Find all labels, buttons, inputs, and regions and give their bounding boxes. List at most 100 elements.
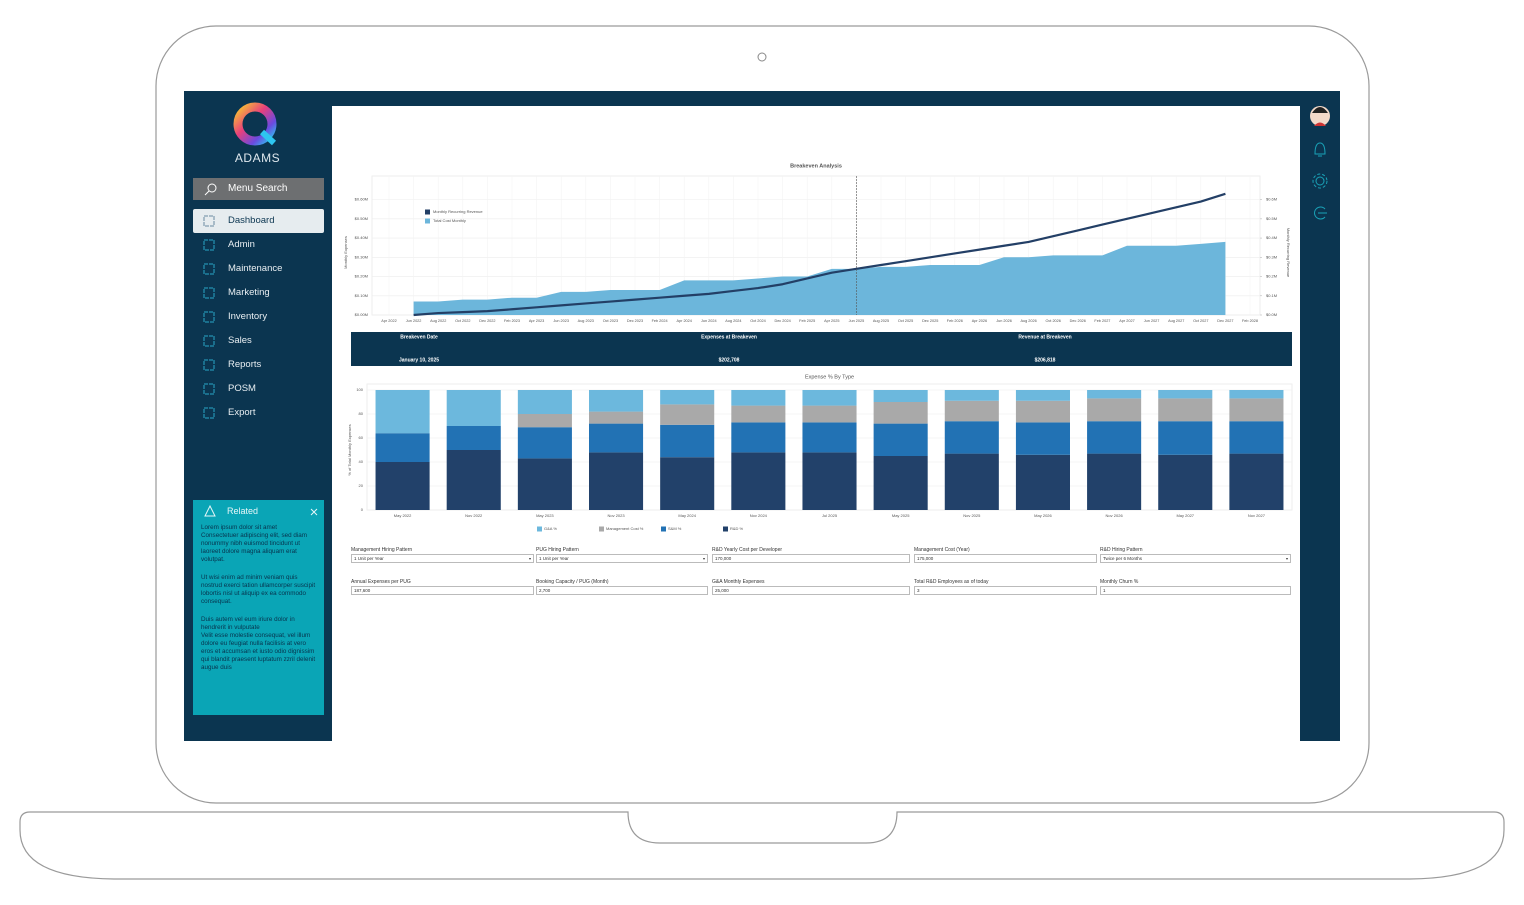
bar-segment (589, 411, 644, 424)
bar-segment (873, 402, 928, 424)
x-tick-label: Oct 2022 (455, 319, 470, 323)
summary-value: $206,818 (1035, 357, 1056, 363)
field-value: 175,000 (917, 556, 934, 561)
menu-item[interactable]: Inventory (193, 305, 324, 329)
x-tick-label: Dec 2025 (922, 319, 938, 323)
right-toolbar (1310, 106, 1330, 220)
related-paragraph: Velit esse molestie consequat, vel illum… (201, 632, 316, 671)
select-input[interactable]: 1 Unit per Year ▾ (351, 554, 534, 563)
bar-segment (660, 457, 715, 510)
related-paragraph: Ut wisi enim ad minim veniam quis nostru… (201, 574, 316, 605)
x-tick-label: Dec 2026 (1070, 319, 1086, 323)
y-tick-label: 60 (359, 435, 364, 440)
x-tick-label: Apr 2026 (972, 319, 987, 323)
bar-segment (873, 423, 928, 456)
bar-segment (1015, 422, 1070, 455)
field-value: 25,000 (715, 588, 729, 593)
notification-icon[interactable] (1314, 142, 1326, 157)
bar-segment (1158, 390, 1213, 399)
menu-item[interactable]: Marketing (193, 281, 324, 305)
bar-segment (1015, 390, 1070, 401)
legend-label: Monthly Recurring Revenue (433, 209, 483, 214)
text-input[interactable]: 1 (1100, 586, 1291, 595)
menu-item[interactable]: Maintenance (193, 257, 324, 281)
summary-value: $202,708 (719, 357, 740, 363)
legend-swatch (661, 526, 666, 532)
menu-item[interactable]: Admin (193, 233, 324, 257)
bar-segment (1087, 421, 1142, 454)
form-field: PUG Hiring Pattern 1 Unit per Year ▾ (536, 547, 708, 563)
bar-segment (517, 390, 572, 414)
select-input[interactable]: 1 Unit per Year ▾ (536, 554, 708, 563)
x-tick-label: Apr 2022 (381, 319, 396, 323)
legend-label: G&A % (544, 526, 557, 531)
close-icon[interactable] (310, 508, 318, 516)
y-tick-label: 0 (361, 507, 364, 512)
bar-segment (1087, 398, 1142, 422)
field-label: Booking Capacity / PUG (Month) (536, 579, 609, 585)
text-input[interactable]: 25,000 (712, 586, 910, 595)
bar-segment (660, 424, 715, 458)
x-tick-label: Nov 2025 (963, 513, 981, 518)
field-value: 1 Unit per Year (354, 556, 384, 561)
text-input[interactable]: 170,000 (712, 554, 910, 563)
form-field: R&D Yearly Cost per Developer 170,000 (712, 547, 910, 563)
text-input[interactable]: 175,000 (914, 554, 1097, 563)
x-tick-label: Apr 2023 (529, 319, 544, 323)
y2-tick-label: $0.2M (1266, 274, 1277, 279)
x-tick-label: Apr 2025 (824, 319, 839, 323)
bar-segment (660, 390, 715, 405)
y2-tick-label: $0.3M (1266, 254, 1277, 259)
menu-item[interactable]: Dashboard (193, 209, 324, 233)
x-tick-label: May 2023 (536, 513, 554, 518)
y-axis-label: % of Total Monthly Expenses (347, 424, 352, 475)
x-tick-label: Jun 2027 (1144, 319, 1160, 323)
summary-header: Revenue at Breakeven (1018, 334, 1071, 340)
y-tick-label: 80 (359, 411, 364, 416)
summary-band (351, 332, 1292, 366)
field-label: Management Cost (Year) (914, 547, 970, 553)
y-tick-label: $0.00M (355, 312, 368, 317)
charts: Breakeven Analysis $0.00M $0.10M $0.20M $0.3… (343, 163, 1293, 532)
menu: Dashboard Admin Maintenance Marketing Invent… (193, 209, 324, 425)
x-tick-label: Aug 2027 (1168, 319, 1184, 323)
bar-segment (802, 405, 857, 423)
select-input[interactable]: Twice per 6 Months ▾ (1100, 554, 1291, 563)
field-value: Twice per 6 Months (1103, 556, 1143, 561)
bar-segment (517, 458, 572, 510)
menu-item[interactable]: POSM (193, 377, 324, 401)
text-input[interactable]: 2,700 (536, 586, 708, 595)
x-tick-label: Jun 2025 (849, 319, 865, 323)
bar-segment (1158, 421, 1213, 455)
select-caret: ▾ (702, 556, 705, 561)
related-panel: Related Lorem ipsum dolor sit amet Conse… (193, 500, 324, 715)
form-field: Booking Capacity / PUG (Month) 2,700 (536, 579, 708, 595)
y2-tick-label: $0.4M (1266, 235, 1277, 240)
legend-label: Management Cost % (606, 526, 644, 531)
x-tick-label: May 2024 (678, 513, 696, 518)
logout-icon[interactable] (1314, 206, 1327, 220)
legend-label: Total Cost Monthly (433, 218, 466, 223)
menu-search[interactable]: Menu Search (193, 178, 324, 200)
x-tick-label: Dec 2027 (1217, 319, 1233, 323)
menu-item[interactable]: Export (193, 401, 324, 425)
x-tick-label: Feb 2025 (799, 319, 815, 323)
x-tick-label: Feb 2027 (1094, 319, 1110, 323)
summary-value: January 10, 2025 (399, 357, 439, 363)
bar-segment (517, 427, 572, 459)
y-tick-label: $0.40M (355, 235, 368, 240)
menu-item[interactable]: Sales (193, 329, 324, 353)
related-title: Related (227, 506, 259, 516)
bar-segment (1229, 390, 1284, 399)
x-tick-label: Jun 2024 (701, 319, 717, 323)
bar-segment (446, 426, 501, 450)
text-input[interactable]: 3 (914, 586, 1097, 595)
settings-icon[interactable] (1315, 176, 1325, 186)
x-tick-label: Oct 2024 (750, 319, 765, 323)
y-tick-label: $0.30M (355, 254, 368, 259)
chart-title: Breakeven Analysis (790, 163, 842, 169)
menu-item[interactable]: Reports (193, 353, 324, 377)
menu-label: Admin (228, 239, 255, 250)
menu-label: POSM (228, 383, 256, 394)
text-input[interactable]: 187,600 (351, 586, 534, 595)
